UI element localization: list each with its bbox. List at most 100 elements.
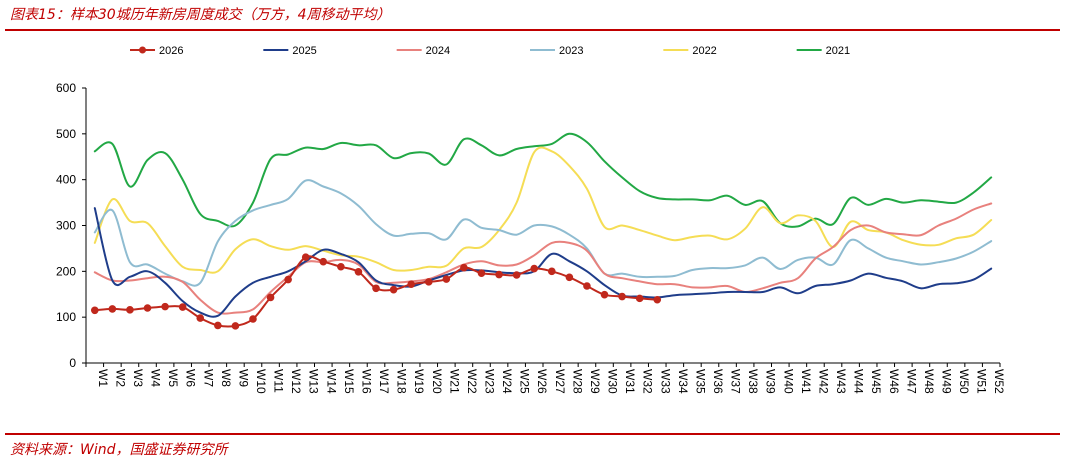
x-tick-label: W21: [447, 369, 461, 394]
x-tick-label: W7: [201, 369, 215, 387]
x-tick-label: W14: [324, 369, 338, 394]
chart-axes: 0 100 200 300 400 500 600 W1 W2 W3 W4 W5 W6 W7 W8 W9 W10…: [56, 81, 1006, 394]
x-tick-label: W3: [131, 369, 145, 387]
x-tick-label: W16: [359, 369, 373, 394]
data-point-2026: [495, 270, 503, 279]
x-tick-label: W25: [518, 369, 532, 394]
data-point-2026: [231, 322, 240, 330]
legend-label-2021: 2021: [826, 45, 850, 57]
x-tick-label: W23: [482, 369, 496, 394]
x-tick-label: W42: [816, 369, 830, 394]
x-tick-label: W51: [975, 369, 989, 394]
x-tick-label: W31: [623, 369, 637, 394]
y-tick-label: 0: [69, 356, 76, 370]
y-tick-label: 100: [56, 310, 76, 324]
series-line-2024: [93, 202, 993, 315]
x-tick-label: W9: [236, 369, 250, 387]
x-tick-label: W35: [693, 369, 707, 394]
x-tick-label: W39: [764, 369, 778, 394]
data-point-2026: [477, 269, 486, 277]
figure-title: 图表15：样本30城历年新房周度成交（万方，4周移动平均）: [10, 7, 391, 23]
data-point-2026: [90, 306, 99, 315]
x-tick-label: W28: [570, 369, 584, 394]
data-point-2026: [354, 267, 363, 276]
y-tick-label: 600: [56, 81, 76, 95]
x-tick-label: W15: [342, 369, 356, 394]
legend-label-2025: 2025: [292, 45, 316, 57]
x-tick-label: W17: [377, 369, 391, 394]
data-point-2026: [266, 293, 275, 302]
legend-label-2026: 2026: [159, 45, 183, 57]
bottom-rule: [5, 433, 1060, 435]
data-point-2026: [512, 271, 521, 279]
x-tick-label: W10: [254, 369, 268, 394]
x-tick-label: W37: [729, 369, 743, 394]
data-point-2026: [547, 267, 556, 276]
x-tick-label: W5: [166, 369, 180, 387]
data-point-2026: [337, 262, 345, 271]
x-tick-label: W1: [96, 369, 110, 387]
x-tick-label: W52: [992, 369, 1006, 394]
data-point-2026: [319, 257, 328, 266]
x-tick-label: W48: [922, 369, 936, 394]
x-tick-label: W45: [869, 369, 883, 394]
x-tick-label: W8: [219, 369, 233, 387]
data-point-2026: [565, 273, 574, 282]
source-note: 资料来源：Wind，国盛证券研究所: [10, 442, 228, 458]
legend-label-2022: 2022: [692, 45, 716, 57]
x-tick-label: W30: [606, 369, 620, 394]
x-tick-label: W2: [113, 369, 127, 387]
data-point-2026: [126, 306, 134, 314]
data-point-2026: [600, 290, 609, 299]
data-point-2026: [530, 264, 539, 273]
x-tick-label: W18: [395, 369, 409, 394]
y-tick-label: 500: [56, 127, 76, 141]
x-tick-label: W44: [852, 369, 866, 394]
data-point-2026: [143, 304, 152, 312]
data-point-2026: [618, 292, 626, 301]
legend-label-2024: 2024: [426, 45, 450, 57]
x-tick-label: W34: [676, 369, 690, 394]
legend-marker-2026: [139, 46, 146, 54]
x-tick-label: W22: [465, 369, 479, 394]
series-line-2025: [93, 207, 993, 318]
x-tick-label: W43: [834, 369, 848, 394]
x-tick-label: W12: [289, 369, 303, 394]
data-point-2026: [407, 280, 415, 288]
x-tick-label: W6: [184, 369, 198, 387]
x-tick-label: W19: [412, 369, 426, 394]
data-point-2026: [442, 275, 451, 283]
data-point-2026: [161, 302, 169, 311]
data-point-2026: [389, 285, 398, 294]
x-tick-label: W11: [272, 369, 286, 393]
x-tick-label: W20: [430, 369, 444, 394]
x-tick-label: W4: [149, 369, 163, 387]
data-point-2026: [108, 305, 117, 313]
top-rule: [5, 29, 1060, 31]
x-tick-label: W33: [658, 369, 672, 394]
x-tick-label: W50: [957, 369, 971, 394]
x-tick-label: W36: [711, 369, 725, 394]
data-point-2026: [635, 294, 644, 303]
x-tick-label: W26: [535, 369, 549, 394]
data-point-2026: [460, 263, 468, 272]
x-tick-label: W24: [500, 369, 514, 394]
data-point-2026: [301, 253, 310, 261]
x-tick-label: W29: [588, 369, 602, 394]
data-point-2026: [178, 303, 187, 311]
data-point-2026: [424, 278, 433, 286]
y-tick-label: 300: [56, 219, 76, 233]
chart-series: [90, 132, 993, 330]
chart-legend: 2026 2025 2024 2023 2022 2021: [130, 45, 850, 57]
y-tick-label: 200: [56, 264, 76, 278]
x-tick-label: W32: [641, 369, 655, 394]
data-point-2026: [583, 282, 591, 290]
data-point-2026: [249, 315, 257, 323]
x-tick-label: W40: [781, 369, 795, 394]
data-point-2026: [214, 321, 222, 330]
series-line-2023: [93, 179, 993, 287]
x-tick-label: W49: [939, 369, 953, 394]
series-line-2022: [93, 146, 993, 274]
x-tick-label: W13: [307, 369, 321, 394]
